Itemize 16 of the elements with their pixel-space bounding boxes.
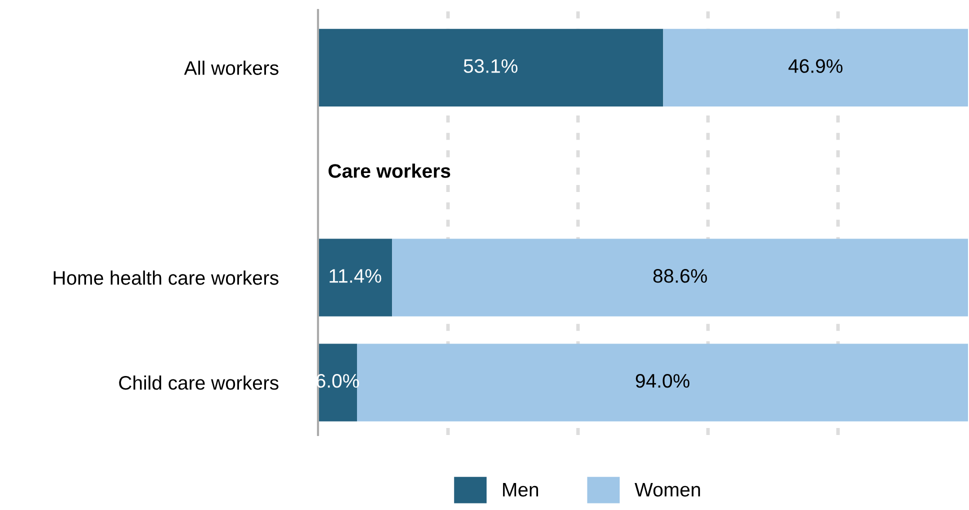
y-tick-label: All workers bbox=[184, 60, 278, 75]
bar bbox=[663, 28, 968, 107]
data-label: 11.4% bbox=[330, 269, 382, 283]
bar bbox=[318, 28, 664, 107]
data-label: 94.0% bbox=[636, 374, 690, 388]
bar bbox=[392, 238, 968, 316]
y-tick-label: Home health care workers bbox=[54, 270, 278, 285]
data-label: 88.6% bbox=[653, 269, 707, 283]
y-tick-label: Child care workers bbox=[119, 375, 278, 390]
data-label: 53.1% bbox=[464, 59, 518, 73]
bar bbox=[318, 238, 392, 316]
legend-label: Women bbox=[634, 483, 700, 497]
data-label: 46.9% bbox=[788, 59, 842, 73]
legend-label: Men bbox=[503, 483, 538, 497]
annotation: Care workers bbox=[328, 164, 450, 178]
bar bbox=[357, 344, 968, 422]
